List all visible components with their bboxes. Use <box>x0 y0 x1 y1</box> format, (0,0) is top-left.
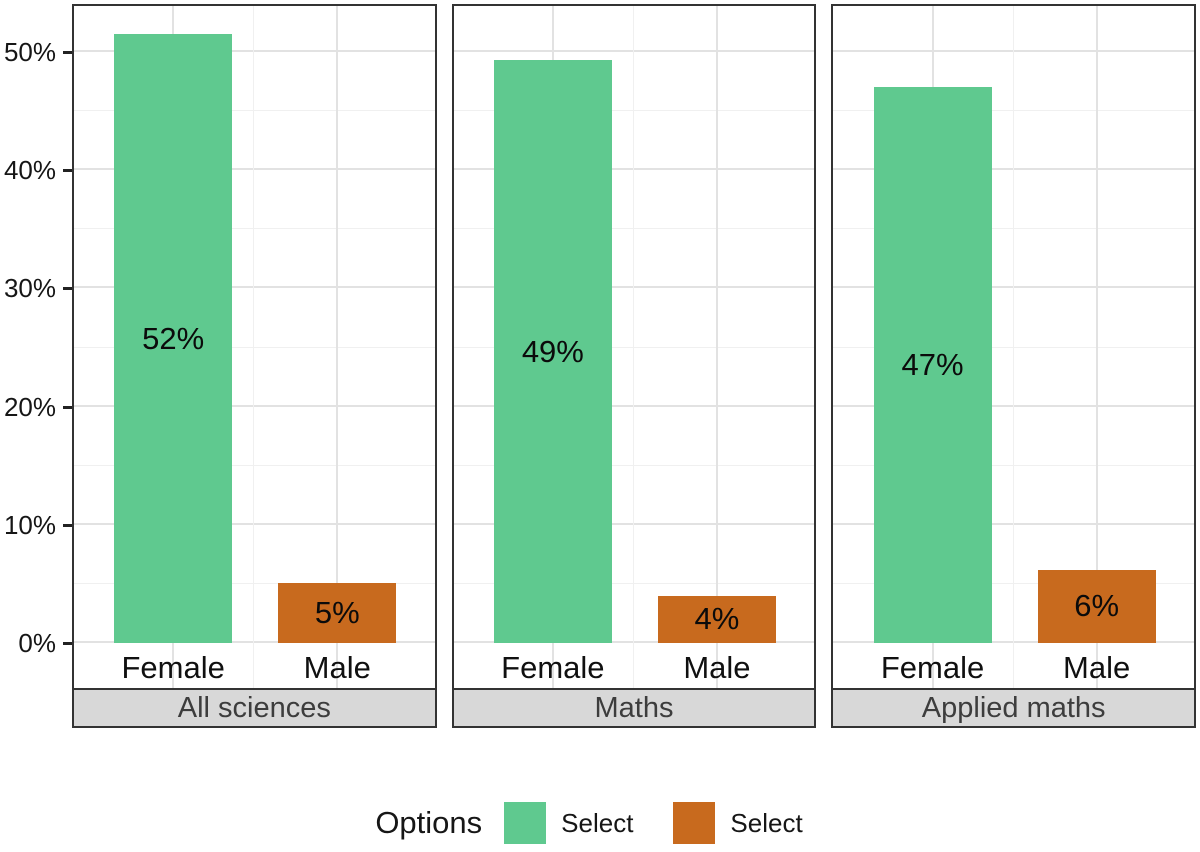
h-gridline <box>453 168 815 171</box>
h-gridline <box>833 346 1195 348</box>
bar-value-label: 49% <box>521 333 584 369</box>
bar-male: 4% <box>657 595 776 643</box>
h-gridline <box>453 228 815 230</box>
v-gridline <box>253 6 255 688</box>
legend-swatch-green-icon <box>504 802 547 844</box>
h-gridline <box>833 464 1195 466</box>
h-gridline <box>74 286 435 289</box>
h-gridline <box>74 50 435 52</box>
h-gridline <box>833 228 1195 230</box>
h-gridline <box>833 110 1195 112</box>
chart-area: 0% 10% 20% 30% 40% 50% 52% 5% Female Male All… <box>0 4 1197 728</box>
facet-strip: All sciences <box>72 688 437 728</box>
bar-male: 6% <box>1037 569 1156 643</box>
h-gridline <box>453 346 815 348</box>
legend-item-green: Select <box>504 802 633 844</box>
bar-value-label: 6% <box>1074 588 1120 624</box>
bar-value-label: 5% <box>314 594 360 630</box>
h-gridline <box>453 404 815 407</box>
facet-panels: 52% 5% Female Male All sciences 49% <box>72 4 1197 728</box>
h-gridline <box>74 522 435 525</box>
bar-female: 47% <box>873 87 992 643</box>
bar-female: 52% <box>114 34 233 643</box>
h-gridline <box>74 110 435 112</box>
v-gridline <box>715 6 718 688</box>
h-gridline <box>833 404 1195 407</box>
h-gridline <box>833 522 1195 525</box>
y-axis-tick-label: 0% <box>18 628 56 658</box>
facet-panel-maths: 49% 4% Female Male Maths <box>451 4 817 728</box>
plot-area: 49% 4% Female Male <box>451 4 817 690</box>
legend: Options Select Select <box>0 798 1200 848</box>
facet-panel-all-sciences: 52% 5% Female Male All sciences <box>72 4 437 728</box>
legend-swatch-orange-icon <box>673 802 716 844</box>
x-tick-label-male: Male <box>683 650 751 685</box>
y-axis-tick-mark <box>63 642 72 645</box>
y-axis-tick-mark <box>63 405 72 409</box>
v-gridline <box>1095 6 1098 688</box>
h-gridline <box>74 168 435 171</box>
legend-item-label: Select <box>561 807 634 838</box>
plot-area: 47% 6% Female Male <box>831 4 1197 690</box>
legend-item-orange: Select <box>673 802 803 844</box>
facet-panel-applied-maths: 47% 6% Female Male Applied maths <box>831 4 1197 728</box>
x-tick-label-male: Male <box>1063 650 1131 685</box>
h-gridline <box>833 50 1195 52</box>
v-gridline <box>633 6 634 688</box>
bar-value-label: 47% <box>901 347 964 383</box>
h-gridline <box>453 641 815 643</box>
legend-title: Options <box>375 805 483 840</box>
y-axis-tick-mark <box>63 523 72 527</box>
y-axis-tick-label: 50% <box>3 37 56 67</box>
legend-item-label: Select <box>730 807 803 838</box>
h-gridline <box>833 286 1195 289</box>
x-tick-label-female: Female <box>121 650 225 685</box>
h-gridline <box>453 286 815 289</box>
h-gridline <box>74 582 435 584</box>
x-tick-label-female: Female <box>501 650 605 685</box>
h-gridline <box>453 50 815 52</box>
h-gridline <box>833 641 1195 643</box>
h-gridline <box>74 404 435 407</box>
y-axis-tick-label: 20% <box>3 391 56 422</box>
y-axis-tick-label: 30% <box>3 273 56 304</box>
h-gridline <box>74 228 435 230</box>
h-gridline <box>74 641 435 643</box>
h-gridline <box>74 346 435 348</box>
facet-strip: Maths <box>451 688 817 728</box>
bar-value-label: 52% <box>142 320 205 356</box>
y-axis: 0% 10% 20% 30% 40% 50% <box>0 4 72 690</box>
h-gridline <box>833 582 1195 584</box>
x-tick-label-male: Male <box>303 650 371 685</box>
h-gridline <box>453 110 815 112</box>
h-gridline <box>453 582 815 584</box>
plot-area: 52% 5% Female Male <box>72 4 437 690</box>
h-gridline <box>453 522 815 525</box>
h-gridline <box>74 464 435 466</box>
y-axis-tick-mark <box>63 51 72 54</box>
bar-female: 49% <box>493 60 612 643</box>
v-gridline <box>336 6 339 688</box>
h-gridline <box>833 168 1195 171</box>
bar-value-label: 4% <box>694 601 740 637</box>
y-axis-tick-label: 10% <box>3 509 56 540</box>
y-axis-tick-mark <box>63 169 72 173</box>
v-gridline <box>1012 6 1014 688</box>
facet-strip: Applied maths <box>831 688 1197 728</box>
y-axis-tick-label: 40% <box>3 155 56 186</box>
h-gridline <box>453 464 815 466</box>
y-axis-tick-mark <box>63 287 72 291</box>
bar-male: 5% <box>278 582 397 643</box>
x-tick-label-female: Female <box>880 650 985 685</box>
